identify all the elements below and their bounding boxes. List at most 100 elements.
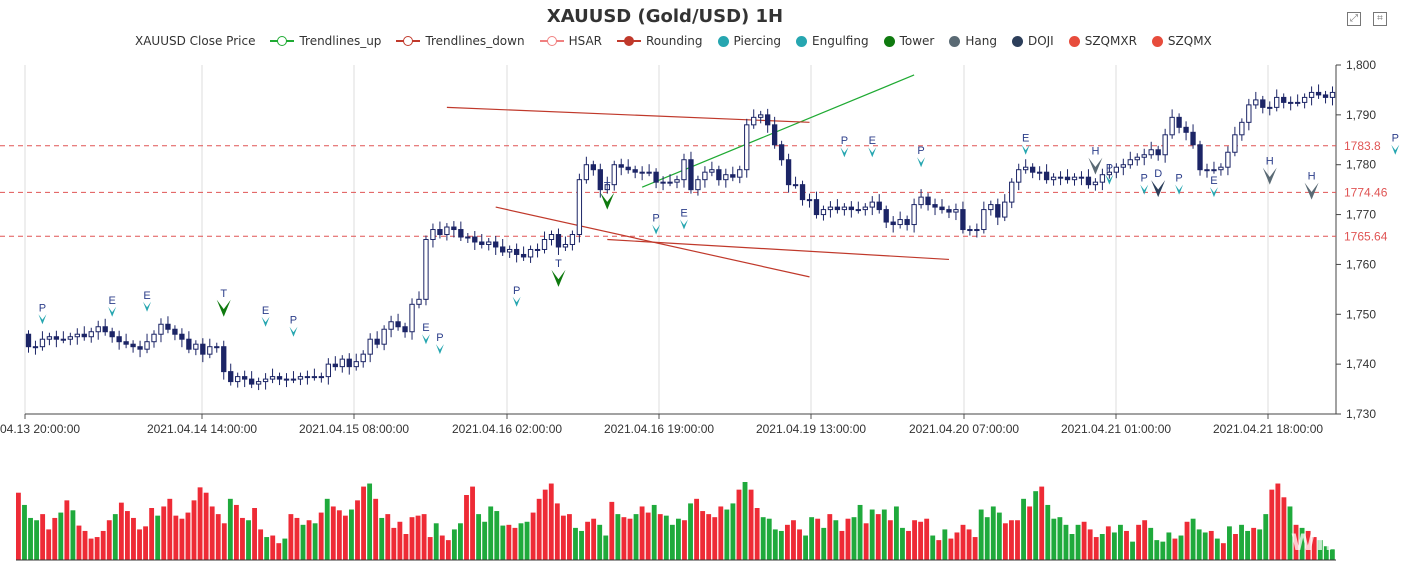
marker-label: E xyxy=(108,295,115,307)
candle-body xyxy=(1113,166,1119,173)
legend-item[interactable]: Hang xyxy=(949,34,997,48)
legend-item[interactable]: Trendlines_down xyxy=(396,34,525,48)
pattern-marker: E xyxy=(261,305,270,327)
legend-item[interactable]: Trendlines_up xyxy=(270,34,381,48)
volume-bar xyxy=(706,514,712,560)
legend-dot-icon xyxy=(717,35,729,47)
legend-dot-icon xyxy=(949,35,961,47)
candle xyxy=(297,372,304,386)
candle xyxy=(1050,173,1057,186)
legend-item[interactable]: Rounding xyxy=(617,34,703,48)
candle xyxy=(932,198,938,216)
candle-body xyxy=(137,346,143,350)
candle xyxy=(988,200,994,216)
candle-body xyxy=(799,184,806,201)
volume-bar xyxy=(621,517,627,560)
legend-item[interactable]: DOJI xyxy=(1011,34,1054,48)
candle-body xyxy=(876,201,882,211)
volume-bar xyxy=(700,511,706,560)
volume-bar xyxy=(409,517,415,560)
candle-body xyxy=(423,239,429,300)
candle-body xyxy=(995,204,1001,218)
candle-body xyxy=(869,201,875,208)
candle-body xyxy=(534,248,541,251)
pin-icon xyxy=(1262,167,1277,185)
candle xyxy=(290,371,297,384)
legend-item[interactable]: Tower xyxy=(883,34,934,48)
marker-label: E xyxy=(143,290,150,302)
volume-bar xyxy=(64,500,70,560)
restore-icon[interactable]: ⤢ xyxy=(1347,12,1361,26)
marker-label: E xyxy=(262,305,269,317)
candle-body xyxy=(67,336,73,340)
candle-body xyxy=(506,248,513,253)
candle xyxy=(827,201,834,218)
volume-bar xyxy=(82,530,88,560)
candle-body xyxy=(479,241,485,245)
legend-item[interactable]: XAUUSD Close Price xyxy=(135,34,255,48)
volume-bar xyxy=(185,512,191,560)
data-zoom-icon[interactable]: ⌗ xyxy=(1373,12,1387,26)
legend-label: DOJI xyxy=(1027,34,1054,48)
candle xyxy=(632,165,638,179)
candle xyxy=(597,163,603,198)
candle xyxy=(1148,141,1154,159)
candle-body xyxy=(1183,126,1189,133)
volume-bar xyxy=(397,521,403,560)
candle xyxy=(974,223,980,238)
volume-bar xyxy=(1245,530,1251,560)
candle xyxy=(785,153,792,193)
x-tick-label: 2021.04.16 02:00:00 xyxy=(452,422,562,436)
volume-bar xyxy=(288,514,294,560)
candle-body xyxy=(681,159,687,181)
candle-body xyxy=(458,229,464,238)
legend-item[interactable]: SZQMX xyxy=(1151,34,1212,48)
volume-bar xyxy=(609,501,615,560)
volume-bar xyxy=(1148,527,1154,560)
legend-item[interactable]: Piercing xyxy=(717,34,781,48)
candle xyxy=(381,325,387,351)
candle xyxy=(1225,146,1231,176)
candle xyxy=(179,328,185,348)
candle xyxy=(611,160,617,191)
marker-label: P xyxy=(39,302,46,314)
candle-body xyxy=(604,184,610,191)
candle-body xyxy=(1085,176,1092,186)
candle-body xyxy=(32,346,39,349)
candle xyxy=(527,245,534,263)
volume-bar xyxy=(155,515,161,560)
candle xyxy=(604,176,610,194)
candle-body xyxy=(325,363,332,378)
candle-body xyxy=(785,159,792,186)
volume-bar xyxy=(40,514,46,560)
volume-bar xyxy=(1166,532,1172,560)
candle xyxy=(744,118,750,178)
candle xyxy=(995,198,1001,226)
candle-body xyxy=(1016,169,1022,183)
volume-bar xyxy=(94,537,100,560)
candle xyxy=(1120,158,1126,176)
volume-bar xyxy=(972,537,978,560)
candle xyxy=(1176,113,1182,134)
candle xyxy=(388,315,394,338)
candle-body xyxy=(744,124,750,171)
legend-dot-icon xyxy=(796,35,808,47)
volume-bar xyxy=(803,535,808,560)
legend-item[interactable]: HSAR xyxy=(539,34,602,48)
legend-item[interactable]: Engulfing xyxy=(796,34,869,48)
candle xyxy=(569,230,576,251)
volume-bar xyxy=(542,489,548,560)
candle-body xyxy=(81,333,87,338)
legend-item[interactable]: SZQMXR xyxy=(1068,34,1137,48)
volume-bar xyxy=(1208,530,1214,560)
volume-bar xyxy=(173,515,179,560)
candle-body xyxy=(1225,151,1231,168)
volume-bar xyxy=(106,520,112,560)
volume-bar xyxy=(815,518,821,560)
candle xyxy=(1085,169,1092,189)
candle-body xyxy=(374,338,380,345)
chart-toolbox: ⤢ ⌗ xyxy=(1347,12,1387,26)
volume-bar xyxy=(1214,538,1220,560)
candle-body xyxy=(1218,166,1224,171)
volume-bar xyxy=(603,535,609,560)
